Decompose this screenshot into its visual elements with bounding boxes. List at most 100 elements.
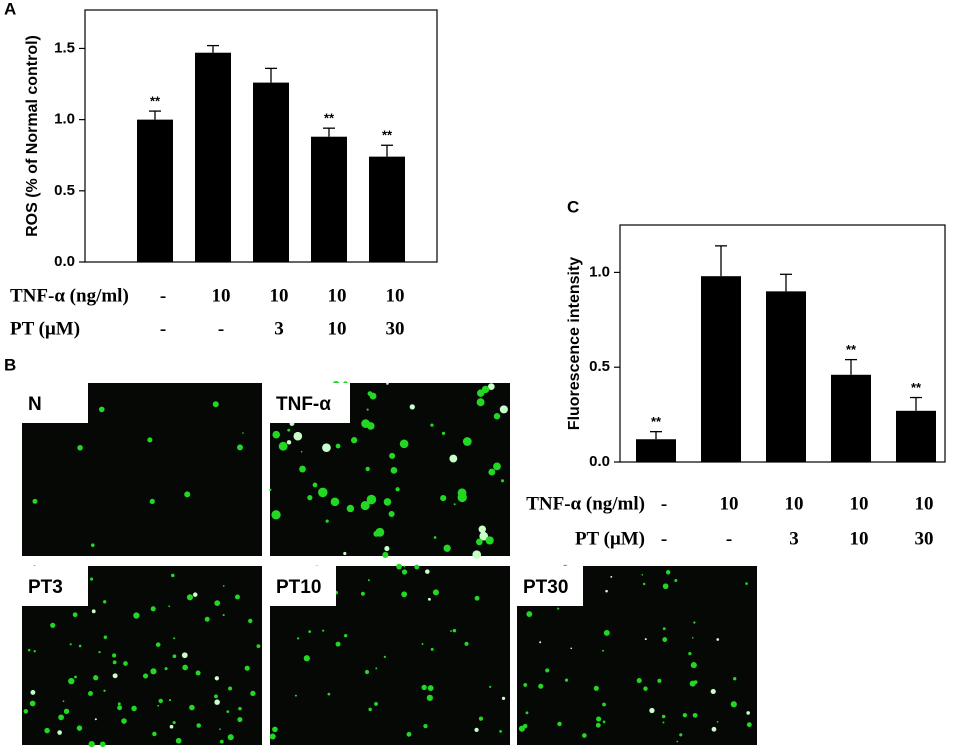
fluorescent-cell: [23, 709, 29, 714]
fluorescent-cell: [222, 585, 225, 587]
fluorescent-cell: [149, 498, 155, 505]
fluorescent-cell: [242, 432, 244, 434]
fluorescent-cell: [386, 382, 389, 385]
fluorescent-cell: [449, 454, 458, 463]
row-value: 3: [274, 318, 284, 339]
fluorescent-cell: [399, 439, 409, 449]
fluorescent-cell: [312, 482, 318, 488]
significance-mark: **: [382, 128, 393, 143]
panel-letter: C: [567, 197, 579, 216]
fluorescent-cell: [186, 594, 194, 601]
fluorescent-cell: [406, 731, 412, 737]
fluorescent-cell: [693, 680, 698, 685]
fluorescent-cell: [657, 678, 662, 683]
fluorescent-cell: [364, 669, 370, 675]
fluorescent-cell: [29, 700, 36, 707]
fluorescent-cell: [299, 465, 306, 473]
fluorescent-cell: [214, 699, 220, 705]
fluorescent-cell: [401, 569, 408, 575]
fluorescent-cell: [485, 536, 494, 545]
fluorescent-cell: [464, 641, 469, 646]
fluorescent-cell: [212, 401, 219, 408]
fluorescent-cell: [644, 638, 647, 641]
row-value: 10: [720, 493, 739, 514]
fluorescent-cell: [250, 690, 256, 697]
fluorescent-cell: [214, 600, 221, 607]
fluorescent-cell: [219, 739, 224, 744]
row-label: PT (μM): [10, 318, 80, 339]
fluorescent-cell: [72, 612, 78, 618]
fluorescent-cell: [131, 705, 137, 712]
fluorescent-cell: [112, 653, 117, 658]
fluorescent-cell: [690, 662, 697, 669]
fluorescent-cell: [384, 546, 390, 552]
fluorescent-cell: [88, 740, 95, 748]
row-value: 3: [789, 528, 799, 549]
fluorescent-cell: [373, 530, 380, 537]
fluorescent-cell: [602, 720, 606, 724]
fluorescent-cell: [172, 720, 176, 725]
fluorescent-cell: [152, 731, 157, 737]
fluorescent-cell: [293, 431, 303, 441]
fluorescent-cell: [421, 684, 427, 691]
fluorescent-cell: [63, 708, 70, 714]
row-value: -: [160, 285, 166, 306]
fluorescent-cell: [195, 670, 201, 676]
fluorescent-cell: [481, 385, 490, 394]
fluorescent-cell: [308, 630, 312, 634]
fluorescent-cell: [523, 683, 528, 687]
fluorescent-cell: [478, 525, 486, 533]
fluorescent-cell: [688, 651, 692, 656]
row-value: 10: [915, 493, 934, 514]
significance-mark: **: [846, 342, 857, 357]
fluorescent-cell: [716, 720, 719, 723]
bar: [766, 291, 806, 462]
fluorescent-cell: [710, 688, 716, 695]
bar: [896, 410, 936, 462]
fluorescent-cell: [610, 575, 613, 578]
fluorescent-cell: [488, 468, 496, 476]
fluorescent-cell: [238, 706, 242, 711]
fluorescent-cell: [335, 641, 341, 647]
fluorescent-cell: [222, 614, 225, 617]
fluorescent-cell: [248, 618, 253, 624]
fluorescent-cell: [475, 538, 483, 546]
fluorescent-cell: [226, 710, 230, 714]
fluorescent-cell: [596, 716, 602, 722]
fluorescent-cell: [433, 536, 437, 539]
fluorescent-cell: [539, 641, 542, 644]
fluorescent-cell: [235, 594, 240, 600]
fluorescent-cell: [350, 437, 358, 444]
fluorescent-cell: [90, 543, 95, 547]
fluorescent-cell: [564, 678, 569, 682]
fluorescent-cell: [300, 450, 303, 453]
fluorescent-cell: [168, 605, 171, 608]
fluorescent-cell: [76, 725, 83, 731]
fluorescent-cell: [173, 637, 176, 640]
fluorescent-cell: [269, 488, 272, 491]
fluorescent-cell: [441, 431, 446, 435]
fluorescent-cell: [94, 718, 97, 721]
fluorescent-cell: [244, 665, 250, 671]
bar: [831, 374, 871, 462]
row-value: 10: [386, 285, 405, 306]
fluorescent-cell: [641, 573, 644, 576]
fluorescent-cell: [746, 722, 752, 728]
y-tick-label: 1.5: [54, 39, 75, 56]
fluorescent-cell: [499, 729, 502, 733]
row-value: -: [160, 318, 166, 339]
fluorescent-cell: [272, 726, 278, 733]
fluorescent-cell: [479, 531, 489, 541]
fluorescent-cell: [383, 655, 386, 659]
fluorescent-cell: [219, 728, 221, 730]
fluorescent-cell: [662, 583, 669, 590]
fluorescent-cell: [409, 404, 415, 410]
fluorescent-cell: [457, 488, 467, 498]
fluorescent-cell: [168, 699, 172, 702]
fluorescent-cell: [361, 419, 370, 428]
fluorescent-cell: [450, 630, 452, 632]
image-label-box: [22, 566, 88, 606]
row-value: 10: [328, 285, 347, 306]
fluorescent-cell: [150, 606, 156, 612]
